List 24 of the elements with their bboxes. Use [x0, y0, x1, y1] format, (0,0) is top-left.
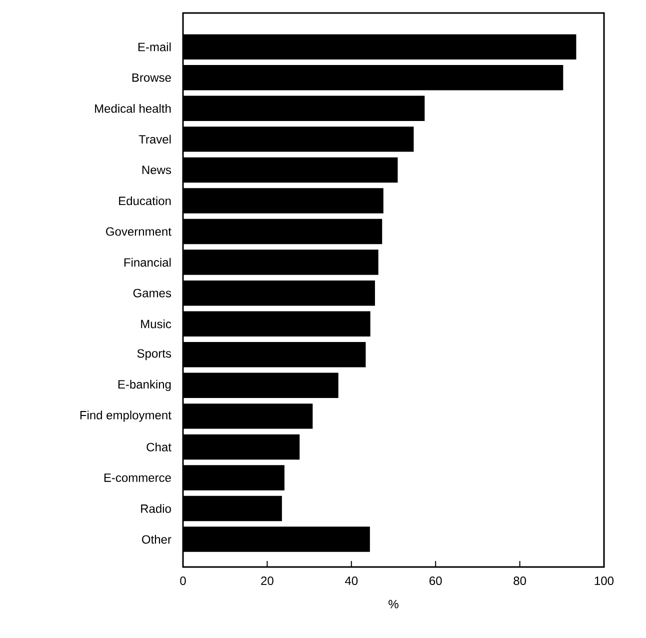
y-tick-label: E-mail	[138, 42, 171, 52]
x-tick-label: 0	[180, 576, 186, 586]
y-tick-label: Financial	[124, 258, 171, 267]
y-tick-label: E-banking	[118, 380, 171, 392]
y-tick-label: Sports	[137, 349, 172, 360]
y-tick-label: E-commerce	[104, 474, 171, 482]
y-tick-label: Chat	[146, 442, 172, 452]
y-tick-label: Government	[106, 227, 172, 236]
y-tick-label: Radio	[141, 504, 171, 513]
x-tick-label: 100	[594, 576, 614, 586]
x-tick-label: 20	[261, 576, 274, 586]
y-tick-label: Other	[142, 534, 172, 544]
y-tick-label: Games	[133, 288, 172, 298]
x-axis-title: %	[388, 600, 398, 608]
y-tick-label: Find employment	[80, 410, 172, 422]
y-tick-label: Browse	[132, 73, 171, 82]
x-tick-label: 80	[514, 576, 526, 586]
y-tick-label: Music	[141, 319, 172, 328]
y-tick-label: Medical health	[95, 104, 171, 113]
y-tick-label: Travel	[138, 134, 171, 144]
y-tick-label: News	[142, 166, 172, 174]
x-tick-label: 60	[430, 576, 442, 586]
y-tick-label: Education	[119, 196, 171, 206]
x-tick-label: 40	[345, 576, 358, 586]
